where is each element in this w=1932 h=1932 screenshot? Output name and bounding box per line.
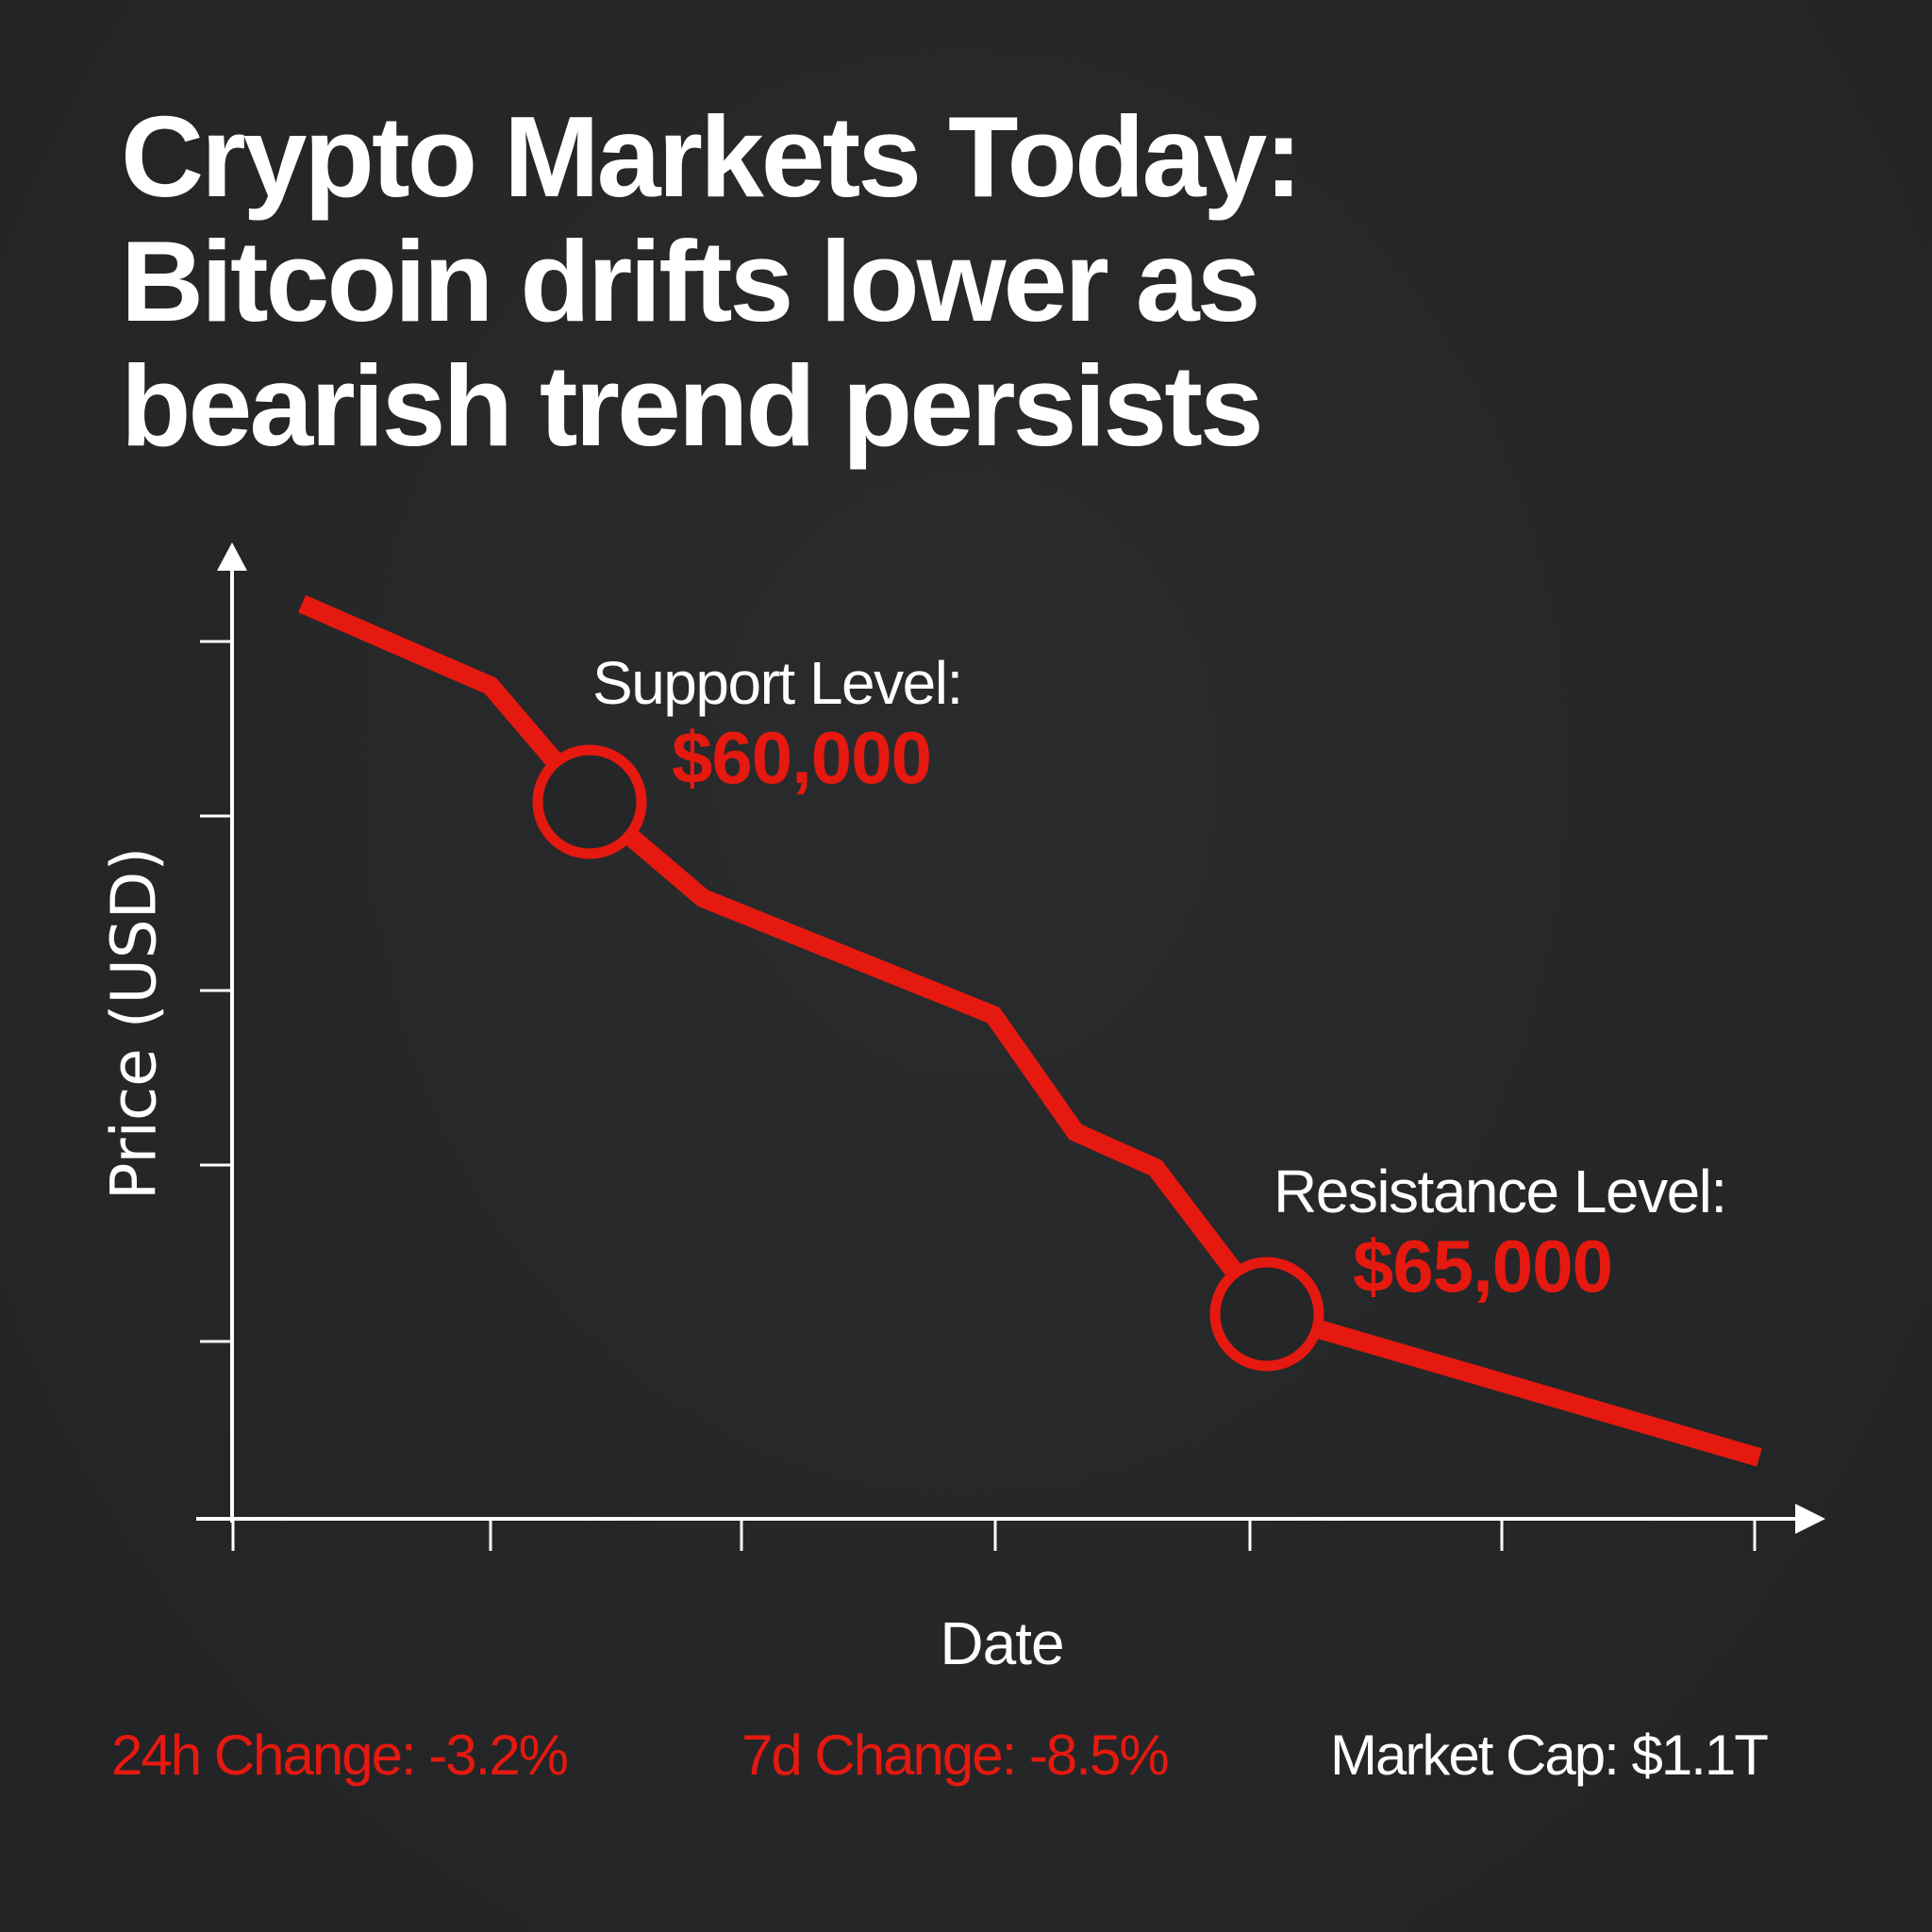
- headline-line-3: bearish trend persists: [121, 341, 1264, 470]
- x-axis-label: Date: [940, 1609, 1064, 1677]
- y-axis-arrow-icon: [217, 542, 247, 571]
- resistance-level-annotation: Resistance Level: $65,000: [1274, 1158, 1727, 1307]
- y-axis-label: Price (USD): [97, 846, 171, 1201]
- headline-line-1: Crypto Markets Today:: [121, 92, 1303, 221]
- x-axis-arrow-icon: [1795, 1504, 1825, 1534]
- resistance-marker-circle-icon: [1209, 1257, 1324, 1372]
- support-marker-circle-icon: [532, 744, 647, 859]
- y-axis: [217, 542, 247, 1523]
- level-markers: [532, 744, 1324, 1372]
- resistance-level-value: $65,000: [1353, 1224, 1613, 1307]
- x-ticks: [231, 1519, 1757, 1551]
- price-line: [298, 594, 1762, 1467]
- y-ticks: [200, 640, 232, 1343]
- x-axis: [196, 1504, 1825, 1534]
- stat-market-cap: Market Cap: $1.1T: [1330, 1724, 1769, 1787]
- support-level-annotation: Support Level: $60,000: [592, 649, 963, 799]
- resistance-level-label: Resistance Level:: [1274, 1158, 1727, 1225]
- headline: Crypto Markets Today: Bitcoin drifts low…: [121, 94, 1819, 468]
- support-level-value: $60,000: [672, 716, 932, 799]
- stats-row: 24h Change: -3.2% 7d Change: -8.5% Marke…: [0, 1723, 1932, 1798]
- stat-24h-change: 24h Change: -3.2%: [111, 1724, 569, 1787]
- support-level-label: Support Level:: [592, 649, 963, 717]
- stat-7d-change: 7d Change: -8.5%: [741, 1724, 1170, 1787]
- headline-line-2: Bitcoin drifts lower as: [121, 217, 1260, 345]
